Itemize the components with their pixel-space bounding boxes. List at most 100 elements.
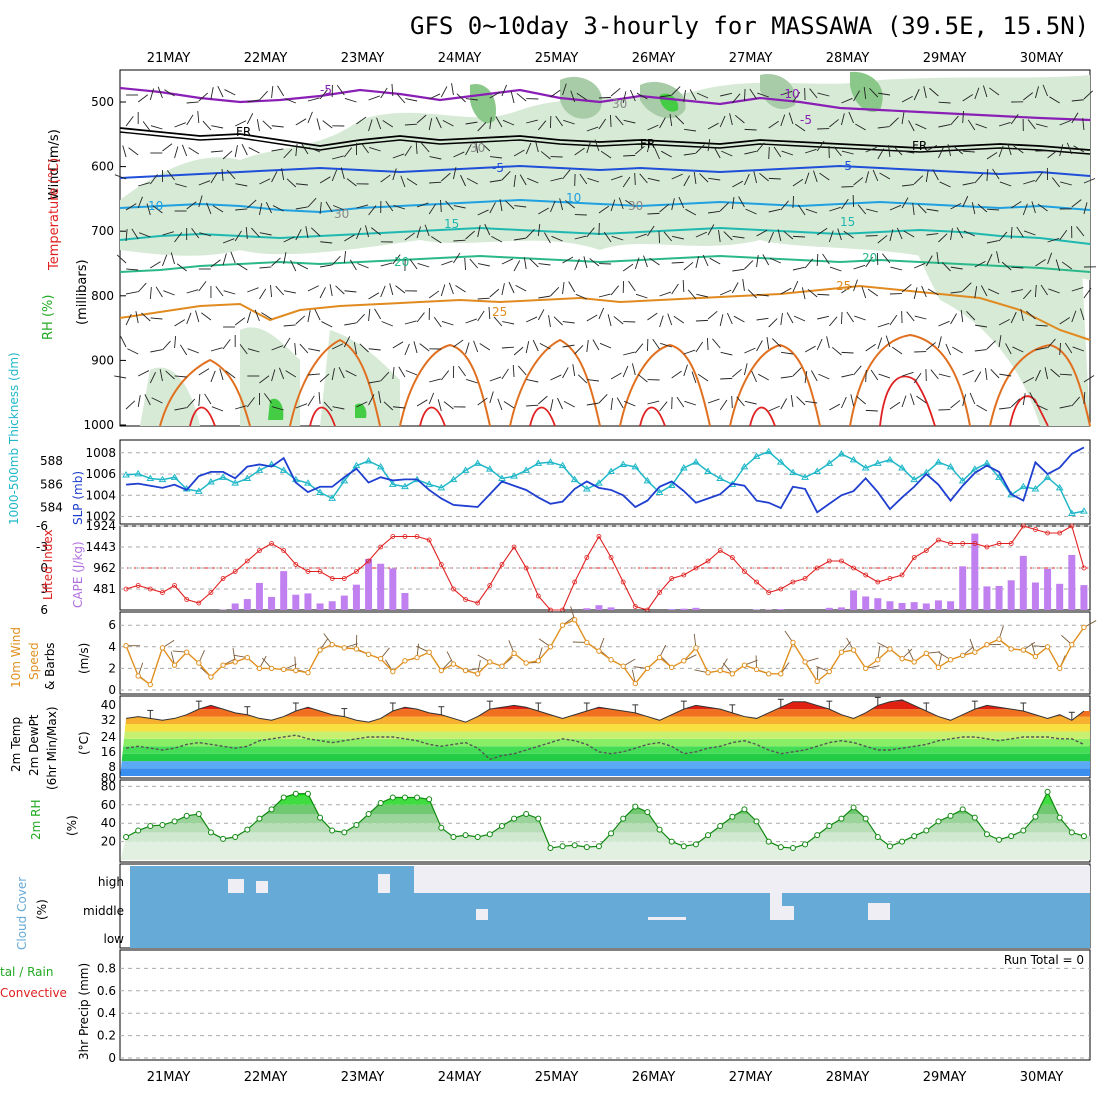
wind-barb	[610, 372, 622, 380]
wind-barb	[122, 145, 127, 158]
wind-barb	[195, 310, 200, 323]
wind-barb	[819, 172, 830, 181]
li-point	[1008, 541, 1014, 546]
wind-barb	[550, 177, 563, 182]
wind-barb	[708, 177, 721, 181]
wind-barb	[465, 98, 478, 101]
slp-grid	[120, 452, 1090, 518]
rh-point	[583, 844, 590, 851]
wind-barb	[465, 318, 477, 324]
wind-barb	[137, 395, 141, 408]
wind-barb	[479, 343, 491, 351]
wind-barb	[489, 156, 502, 159]
thickness-point	[825, 459, 834, 466]
contour-label: 25	[836, 279, 851, 293]
wind-barb	[709, 257, 721, 265]
wind-barb	[356, 116, 367, 125]
wind-barb	[833, 146, 842, 157]
wind-barb	[149, 372, 156, 384]
wind-speed-point	[402, 658, 408, 664]
temp-tick-label: 8	[108, 760, 116, 774]
wind-speed-point	[547, 644, 554, 650]
wind-barb	[272, 406, 284, 411]
contour-20-green	[119, 254, 1091, 273]
rh-point	[450, 834, 457, 840]
wind-barb	[186, 398, 196, 409]
li-point	[341, 576, 347, 581]
wind-barb	[840, 311, 843, 325]
date-label-bottom: 26MAY	[632, 1070, 676, 1085]
wind-barb	[127, 348, 139, 355]
wind-barb	[1083, 90, 1094, 100]
wind-barb	[307, 395, 315, 407]
wind-barb	[301, 143, 309, 155]
upper-mb-label: (millibars)	[75, 259, 90, 325]
wind-speed-point	[196, 660, 202, 666]
wind-barb	[368, 380, 381, 384]
wind-barb	[768, 146, 770, 160]
rh-point	[414, 794, 421, 801]
wind-barb	[246, 113, 254, 125]
date-label-top: 25MAY	[535, 51, 579, 66]
wind-barb	[744, 150, 757, 155]
wind-barb	[331, 343, 344, 350]
li-point	[281, 548, 287, 553]
wind-barb	[480, 142, 491, 152]
li-point	[402, 534, 408, 539]
wind-barb	[380, 285, 386, 298]
wind-barb	[707, 210, 721, 214]
wind-barb	[707, 398, 720, 404]
wind-barb	[912, 203, 915, 216]
wind-barb	[939, 181, 951, 188]
cape-bars	[219, 533, 1088, 610]
wind-barb	[538, 395, 548, 405]
wind-barb	[443, 401, 454, 410]
wind-barb	[676, 396, 685, 408]
wind-barb	[952, 346, 963, 354]
rh-label-1: 2m RH	[29, 800, 43, 841]
thickness-point	[498, 474, 506, 481]
wind-barb	[719, 314, 724, 327]
wind-speed-point	[790, 639, 796, 646]
wind-barb	[865, 256, 873, 268]
wind-barb	[248, 147, 260, 154]
date-label-top: 24MAY	[438, 51, 482, 66]
wind-barb	[574, 258, 580, 271]
wind-barb	[365, 225, 369, 238]
wind-barb	[587, 177, 600, 183]
wind-barb	[986, 168, 989, 182]
cloud-level-label: high	[98, 875, 124, 889]
wind-barb	[986, 253, 993, 266]
wind-barb	[551, 235, 563, 242]
wind-barb	[525, 229, 535, 239]
wind-barb	[719, 399, 728, 411]
wind-barb	[974, 173, 984, 184]
wind-barb	[159, 369, 163, 382]
wind-barb	[404, 343, 410, 356]
cape-bar	[280, 571, 288, 610]
cloud-gap	[542, 881, 556, 893]
contour-label: -5	[320, 83, 332, 97]
rh-point	[329, 827, 336, 834]
temp-band	[120, 724, 1090, 732]
wind-barb	[589, 258, 600, 267]
wind-barb	[162, 340, 171, 351]
wind-barb	[683, 175, 691, 187]
wind-barb	[574, 345, 584, 355]
wind-barb	[586, 340, 589, 353]
wind-barb	[141, 312, 151, 322]
wind-barb	[707, 310, 718, 320]
wind-barb	[283, 236, 295, 243]
wind-barb	[525, 316, 538, 323]
wind-barb	[744, 128, 757, 131]
wind-barb	[222, 253, 227, 266]
cape-axis: -6 -3 0 3 6 1924 1443 962 481	[36, 519, 116, 617]
wind-barb	[938, 233, 948, 243]
wind-barb	[198, 368, 210, 376]
wind-barb	[368, 309, 371, 322]
wind-barb	[211, 125, 224, 129]
wind-barb	[1050, 368, 1060, 378]
cloud-gap	[648, 917, 686, 920]
contour-label: 20	[862, 251, 877, 265]
